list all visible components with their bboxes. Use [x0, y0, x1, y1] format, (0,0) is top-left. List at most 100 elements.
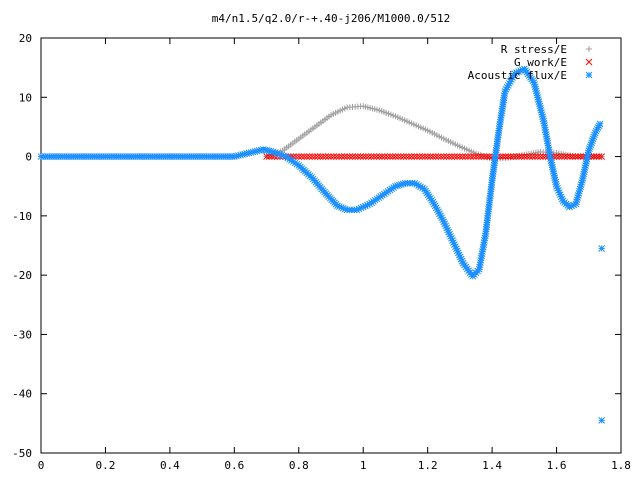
data-point [364, 201, 371, 209]
data-point [563, 153, 571, 160]
chart-title: m4/n1.5/q2.0/r-+.40-j206/M1000.0/512 [212, 12, 450, 25]
data-point [373, 153, 381, 160]
data-point [478, 153, 485, 160]
data-point [351, 153, 359, 160]
series-acoustic-flux-e [37, 65, 606, 424]
x-tick-label: 0.6 [224, 459, 244, 472]
data-point [475, 153, 483, 160]
data-point [467, 153, 474, 160]
data-point [480, 153, 488, 160]
data-point [483, 153, 491, 160]
data-point [424, 153, 432, 160]
data-point [314, 153, 321, 160]
data-point [510, 153, 517, 160]
data-point [590, 153, 598, 160]
data-point [384, 153, 391, 160]
data-point [558, 153, 566, 160]
data-point [598, 153, 606, 160]
plot-frame [40, 37, 622, 454]
data-point [413, 153, 421, 160]
data-point [461, 153, 469, 160]
data-point [306, 153, 313, 160]
data-point [378, 153, 386, 160]
data-point [324, 153, 332, 160]
data-point [445, 153, 453, 160]
data-point [561, 153, 568, 160]
data-point [486, 153, 493, 160]
data-point [507, 153, 515, 160]
data-point [523, 153, 531, 160]
y-tick-label: -30 [12, 328, 32, 341]
legend-label: G work/E [514, 56, 567, 69]
data-point [375, 153, 383, 160]
data-point [349, 153, 356, 160]
legend-label: R stress/E [501, 43, 567, 56]
data-point [359, 153, 367, 160]
data-point [593, 153, 600, 160]
data-point [529, 153, 536, 160]
y-tick-label: 0 [25, 151, 32, 164]
data-point [534, 153, 542, 160]
data-point [410, 153, 418, 160]
data-point [381, 153, 389, 160]
data-point [448, 153, 456, 160]
data-point [367, 153, 375, 160]
y-tick-label: -20 [12, 269, 32, 282]
data-point [397, 153, 405, 160]
series-layer [37, 65, 606, 424]
data-point [426, 153, 434, 160]
data-point [265, 153, 273, 160]
data-point [472, 153, 480, 160]
data-point [346, 153, 354, 160]
y-tick-label: -50 [12, 447, 32, 460]
y-tick-label: 10 [19, 91, 32, 104]
x-tick-label: 1.6 [547, 459, 567, 472]
x-tick-label: 0.4 [160, 459, 180, 472]
data-point [354, 153, 362, 160]
data-point [392, 153, 399, 160]
data-point [386, 153, 394, 160]
data-point [566, 153, 574, 160]
x-tick-label: 0 [38, 459, 45, 472]
data-point [394, 153, 402, 160]
data-point [316, 153, 324, 160]
data-point [311, 153, 319, 160]
series-r-stress-e [263, 103, 605, 162]
data-point [571, 153, 579, 160]
data-point [415, 182, 422, 189]
data-point [298, 153, 305, 160]
x-tick-label: 1 [360, 459, 367, 472]
data-point [502, 153, 509, 160]
data-point [402, 153, 410, 160]
data-point [322, 153, 329, 160]
data-point [504, 153, 512, 160]
data-point [555, 153, 563, 160]
data-point [338, 153, 346, 160]
x-tick-label: 1.2 [418, 459, 438, 472]
x-tick-label: 1.4 [482, 459, 502, 472]
data-point [443, 153, 450, 160]
data-point [389, 153, 397, 160]
data-point [520, 153, 528, 160]
data-point [451, 153, 458, 160]
data-point [531, 153, 539, 160]
data-point [569, 153, 577, 160]
data-point [518, 153, 526, 160]
data-point [300, 153, 308, 160]
data-point [585, 58, 593, 66]
data-point [308, 153, 316, 160]
data-point [586, 46, 592, 52]
data-point [598, 245, 606, 252]
axes: 0 0.2 0.4 0.6 0.8 1 1.2 1.4 1.6 1.8 -50 -40 -30 -20 -1… [12, 32, 631, 472]
data-point [469, 153, 477, 160]
data-point [585, 71, 593, 79]
x-tick-label: 0.8 [289, 459, 309, 472]
data-point [333, 153, 340, 160]
data-point [553, 153, 560, 160]
data-point [343, 153, 351, 160]
data-point [508, 76, 515, 83]
x-tick-label: 0.2 [96, 459, 116, 472]
data-point [512, 153, 520, 160]
